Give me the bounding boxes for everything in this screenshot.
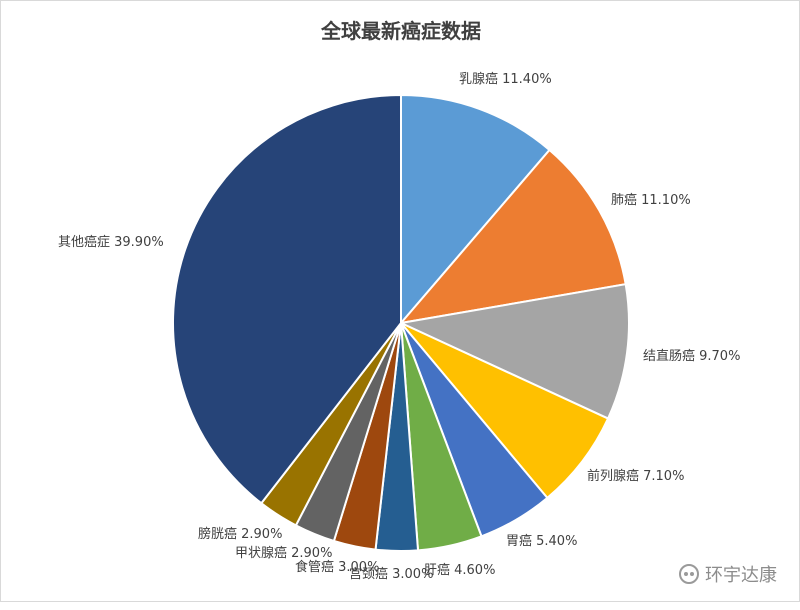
slice-label-8: 甲状腺癌 2.90% <box>235 545 332 561</box>
slice-label-7: 食管癌 3.00% <box>295 559 379 575</box>
slice-label-0: 乳腺癌 11.40% <box>459 71 552 87</box>
pie-slice-10 <box>172 93 402 505</box>
wechat-icon <box>679 564 699 584</box>
watermark: 环宇达康 <box>679 561 777 587</box>
chart-title: 全球最新癌症数据 <box>321 19 481 43</box>
slice-label-1: 肺癌 11.10% <box>611 192 691 208</box>
slice-label-6: 宫颈癌 3.00% <box>349 566 433 582</box>
pie-slice-0 <box>400 93 551 326</box>
watermark-text: 环宇达康 <box>705 565 777 586</box>
pie-slice-2 <box>397 283 630 420</box>
slice-label-9: 膀胱癌 2.90% <box>198 526 282 542</box>
slice-label-2: 结直肠癌 9.70% <box>643 348 740 364</box>
slice-label-4: 胃癌 5.40% <box>506 533 577 549</box>
slice-label-10: 其他癌症 39.90% <box>58 234 164 250</box>
slice-label-3: 前列腺癌 7.10% <box>587 468 684 484</box>
slice-label-5: 肝癌 4.60% <box>424 562 495 578</box>
pie-slice-1 <box>398 148 627 325</box>
pie-slice-3 <box>400 322 610 500</box>
